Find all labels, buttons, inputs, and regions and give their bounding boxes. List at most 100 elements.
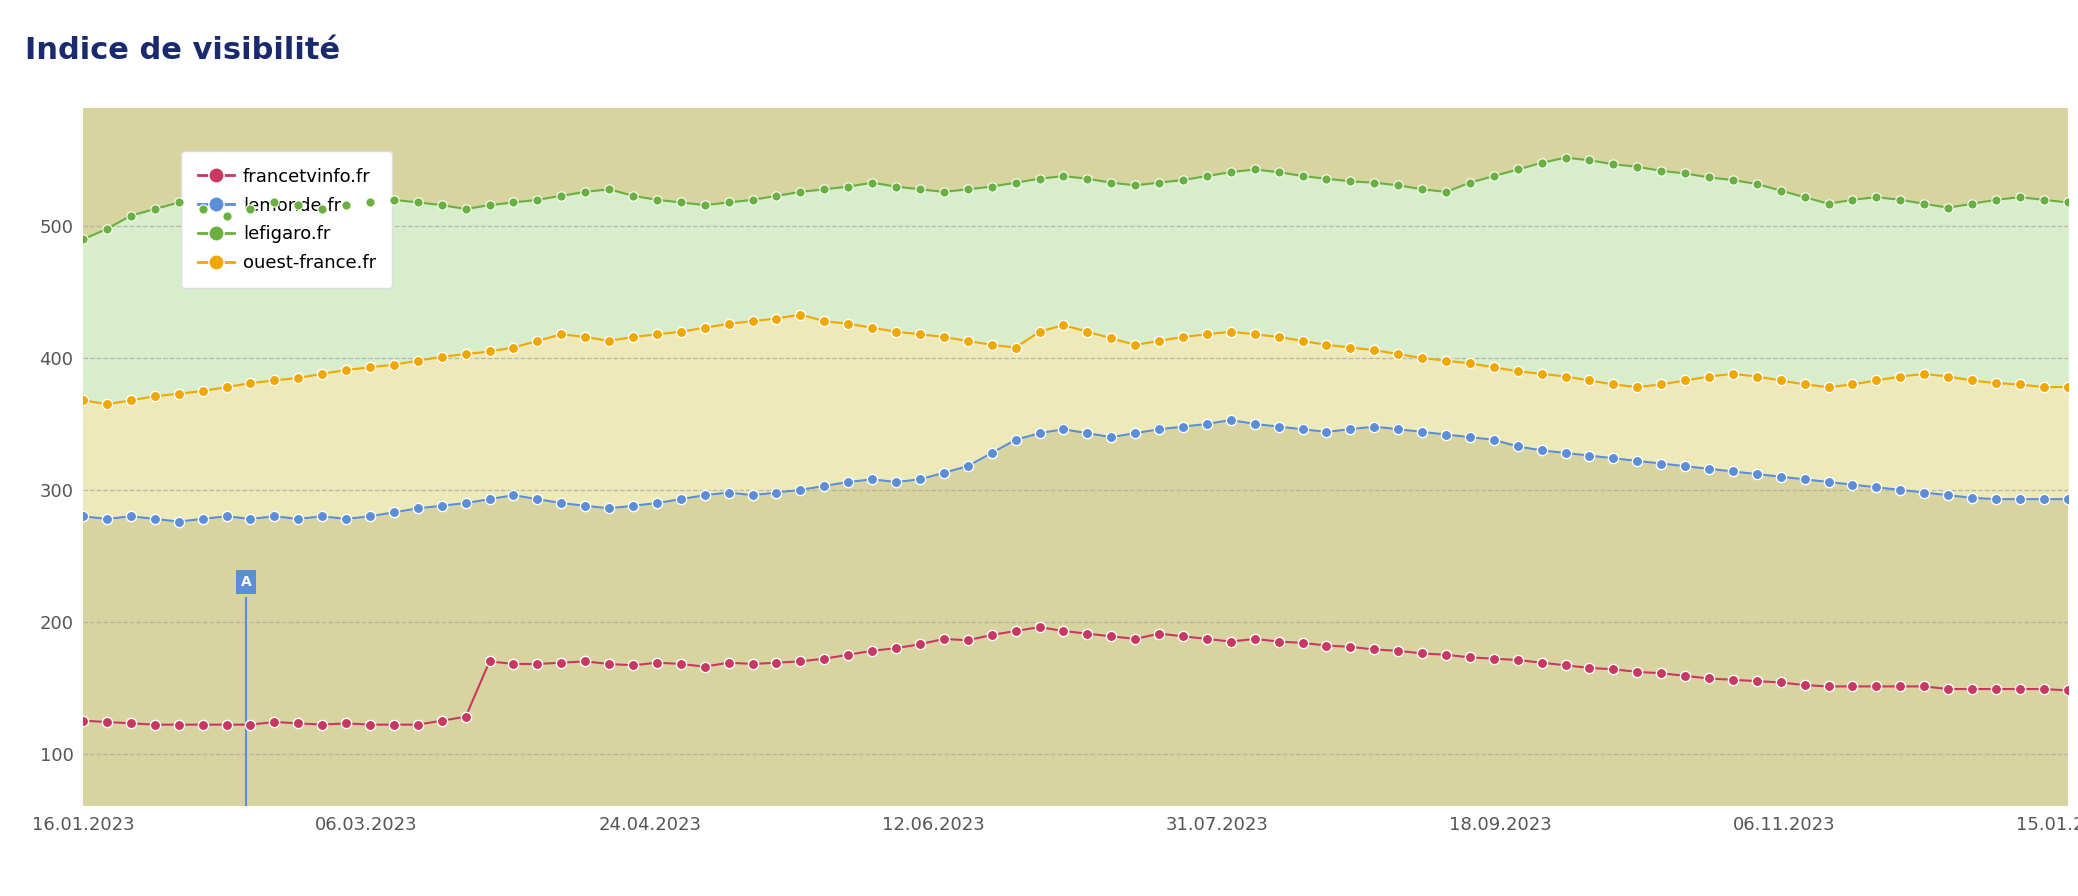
- Point: [831, 316, 864, 331]
- Point: [426, 498, 459, 513]
- Point: [904, 327, 937, 341]
- Point: [497, 488, 530, 503]
- Point: [139, 202, 172, 216]
- Point: [353, 718, 387, 732]
- Point: [210, 380, 243, 394]
- Point: [1382, 643, 1415, 658]
- Point: [283, 716, 316, 730]
- Point: [1166, 419, 1199, 434]
- Point: [1908, 366, 1941, 381]
- Point: [1405, 351, 1438, 366]
- Point: [1716, 173, 1750, 187]
- Point: [808, 182, 842, 196]
- Point: [283, 198, 316, 212]
- Point: [879, 324, 912, 339]
- Point: [66, 713, 100, 728]
- Point: [1191, 417, 1224, 431]
- Point: [1166, 629, 1199, 643]
- Point: [66, 393, 100, 408]
- Point: [1477, 360, 1511, 375]
- Point: [1812, 475, 1845, 489]
- Point: [1214, 165, 1247, 179]
- Point: [761, 311, 794, 325]
- Point: [1978, 682, 2012, 696]
- Point: [783, 654, 817, 668]
- Point: [544, 656, 578, 670]
- Point: [1764, 374, 1797, 388]
- Point: [378, 505, 411, 520]
- Point: [258, 374, 291, 388]
- Point: [1835, 377, 1868, 392]
- Point: [640, 193, 673, 207]
- Point: [2003, 492, 2036, 506]
- Point: [1669, 374, 1702, 388]
- Point: [305, 718, 339, 732]
- Point: [1621, 159, 1654, 174]
- Point: [783, 483, 817, 497]
- Point: [831, 475, 864, 489]
- Point: [569, 498, 603, 513]
- Point: [1669, 167, 1702, 181]
- Point: [713, 656, 746, 670]
- Point: [1883, 193, 1916, 207]
- Point: [1453, 357, 1486, 371]
- Point: [1070, 426, 1103, 441]
- Point: [162, 514, 195, 529]
- Point: [1548, 446, 1581, 461]
- Point: [1787, 377, 1820, 392]
- Point: [1500, 162, 1534, 177]
- Point: [2026, 492, 2059, 506]
- Point: [162, 386, 195, 401]
- Point: [1596, 377, 1629, 392]
- Point: [1908, 196, 1941, 211]
- Point: [1691, 461, 1725, 476]
- Point: [1214, 634, 1247, 649]
- Point: [1214, 413, 1247, 427]
- Point: [761, 189, 794, 203]
- Point: [1716, 464, 1750, 478]
- Point: [856, 472, 889, 487]
- Point: [1047, 169, 1081, 184]
- Point: [761, 486, 794, 500]
- Point: [1405, 425, 1438, 439]
- Point: [522, 657, 555, 671]
- Point: [1309, 638, 1342, 652]
- Point: [1000, 176, 1033, 190]
- Point: [1286, 422, 1320, 436]
- Point: [1621, 380, 1654, 394]
- Point: [139, 718, 172, 732]
- Point: [449, 710, 482, 724]
- Point: [1118, 178, 1151, 193]
- Point: [1787, 678, 1820, 693]
- Point: [1621, 453, 1654, 468]
- Point: [91, 715, 125, 729]
- Point: [1143, 422, 1176, 436]
- Point: [544, 496, 578, 511]
- Point: [975, 338, 1008, 352]
- Point: [808, 651, 842, 666]
- Point: [952, 333, 985, 348]
- Point: [1644, 666, 1677, 680]
- Point: [1860, 480, 1893, 495]
- Point: [497, 657, 530, 671]
- Point: [1191, 327, 1224, 341]
- Point: [1596, 662, 1629, 676]
- Point: [713, 195, 746, 210]
- Point: [187, 512, 220, 526]
- Point: [1644, 456, 1677, 470]
- Point: [210, 718, 243, 732]
- Point: [617, 498, 650, 513]
- Point: [1022, 324, 1056, 339]
- Point: [210, 509, 243, 523]
- Point: [1022, 171, 1056, 185]
- Point: [665, 492, 698, 506]
- Point: [1000, 433, 1033, 447]
- Point: [688, 198, 721, 212]
- Point: [1596, 157, 1629, 171]
- Point: [449, 347, 482, 361]
- Point: [2051, 380, 2078, 394]
- Point: [879, 641, 912, 655]
- Point: [1143, 626, 1176, 641]
- Point: [904, 182, 937, 196]
- Point: [1166, 173, 1199, 187]
